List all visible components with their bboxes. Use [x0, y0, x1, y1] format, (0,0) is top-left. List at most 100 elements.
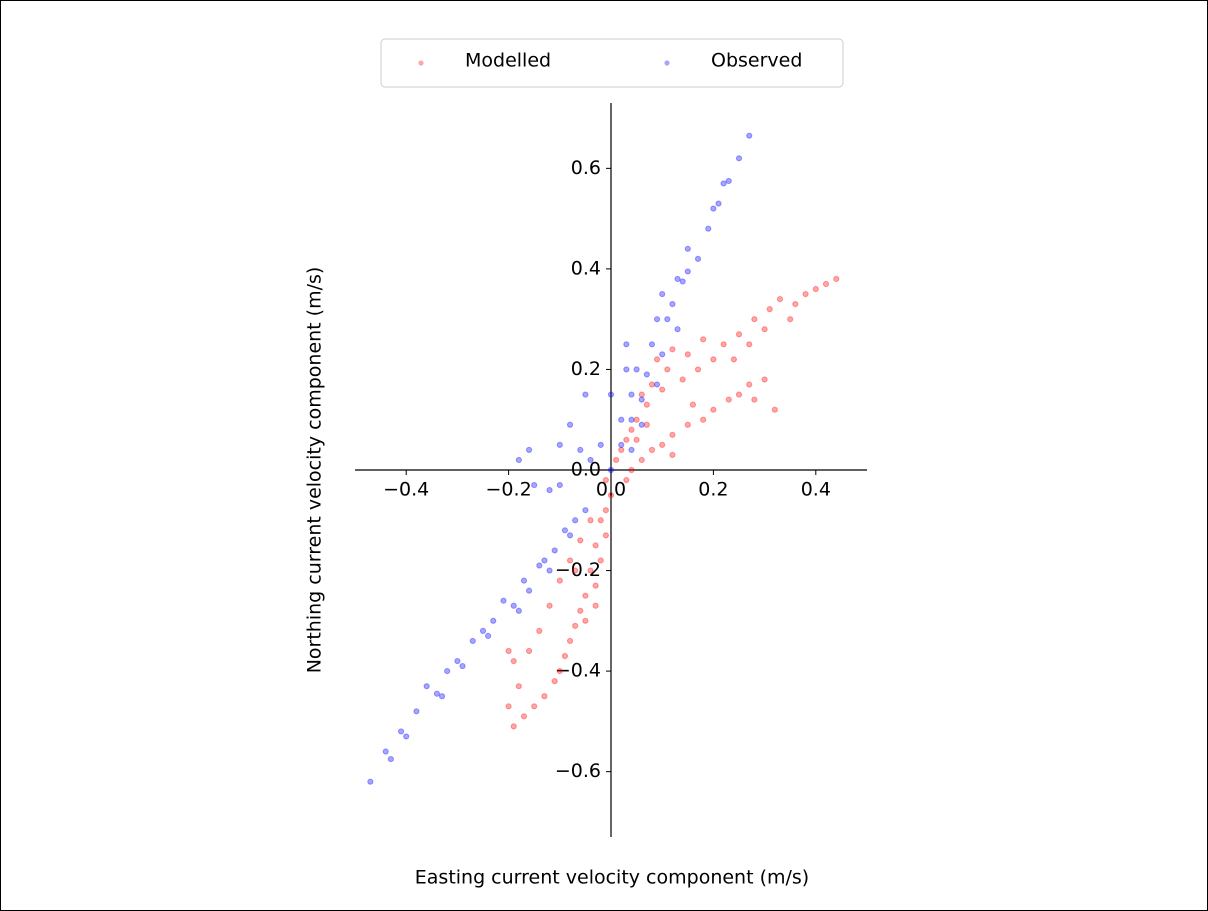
- point: [525, 587, 533, 594]
- point: [444, 667, 451, 675]
- point: [833, 275, 840, 283]
- point: [638, 396, 645, 403]
- point: [792, 300, 799, 308]
- point: [479, 627, 487, 634]
- point: [602, 532, 609, 539]
- point: [761, 326, 768, 333]
- point: [607, 391, 615, 398]
- point: [607, 492, 615, 499]
- x-tick-label: −0.4: [383, 479, 429, 501]
- point: [582, 592, 589, 599]
- point: [659, 290, 666, 298]
- point: [438, 693, 446, 700]
- point: [633, 366, 640, 373]
- point: [689, 401, 697, 408]
- point: [505, 703, 512, 710]
- point: [746, 341, 753, 348]
- point: [659, 386, 666, 393]
- point: [505, 647, 512, 655]
- point: [541, 557, 548, 564]
- y-tick-label: −0.2: [555, 559, 601, 581]
- point: [694, 366, 702, 373]
- point: [551, 547, 558, 554]
- x-tick-label: 0.0: [596, 479, 626, 501]
- point: [725, 396, 732, 403]
- point: [582, 391, 589, 398]
- point: [582, 617, 589, 624]
- point: [700, 336, 707, 343]
- point: [454, 657, 461, 665]
- point: [638, 456, 645, 464]
- point: [735, 155, 743, 162]
- point: [735, 331, 743, 338]
- point: [674, 275, 681, 283]
- point: [725, 177, 732, 185]
- y-tick-label: 0.6: [571, 157, 601, 179]
- point: [669, 431, 676, 438]
- point: [577, 607, 584, 614]
- point: [566, 532, 574, 539]
- point: [490, 617, 497, 624]
- point: [531, 703, 538, 710]
- y-tick-label: 0.0: [571, 459, 601, 481]
- point: [566, 421, 574, 428]
- point: [556, 667, 563, 675]
- point: [684, 421, 691, 428]
- legend-frame: [380, 38, 844, 88]
- point: [735, 391, 743, 398]
- point: [592, 582, 599, 589]
- point: [561, 652, 569, 660]
- legend-label: Modelled: [465, 50, 551, 72]
- point: [597, 517, 604, 524]
- point: [459, 662, 466, 670]
- x-tick-label: 0.4: [801, 479, 831, 501]
- point: [669, 300, 676, 308]
- point: [643, 371, 650, 378]
- point: [618, 446, 625, 453]
- point: [510, 657, 517, 665]
- y-axis-label: Northing current velocity component (m/s…: [304, 267, 326, 674]
- legend-marker: [418, 60, 424, 66]
- point: [531, 481, 538, 489]
- point: [556, 441, 563, 448]
- point: [684, 245, 691, 252]
- legend: Modelled Observed: [380, 38, 844, 88]
- point: [659, 441, 666, 448]
- point: [592, 542, 599, 549]
- point: [730, 356, 737, 363]
- point: [397, 728, 405, 735]
- x-axis-label: Easting current velocity component (m/s): [415, 867, 809, 889]
- point: [628, 416, 635, 423]
- point: [469, 637, 476, 645]
- point: [633, 416, 640, 423]
- point: [638, 421, 645, 428]
- point: [515, 607, 522, 614]
- point: [577, 446, 584, 453]
- point: [413, 708, 420, 715]
- point: [715, 200, 722, 207]
- point: [556, 577, 563, 584]
- point: [751, 316, 758, 323]
- point: [618, 416, 625, 423]
- point: [613, 456, 620, 464]
- point: [633, 436, 640, 443]
- point: [546, 567, 553, 574]
- point: [643, 421, 650, 428]
- point: [546, 487, 553, 494]
- point: [541, 693, 548, 700]
- point: [566, 637, 574, 645]
- point: [556, 481, 563, 489]
- y-tick-label: 0.2: [571, 358, 601, 380]
- point: [618, 441, 625, 448]
- point: [536, 562, 543, 569]
- point: [587, 517, 594, 524]
- point: [684, 268, 691, 275]
- point: [382, 748, 389, 755]
- point: [653, 316, 661, 323]
- point: [659, 351, 666, 358]
- legend-marker: [664, 60, 670, 66]
- point: [582, 507, 589, 514]
- point: [515, 456, 522, 464]
- point: [812, 285, 819, 293]
- point: [710, 205, 717, 212]
